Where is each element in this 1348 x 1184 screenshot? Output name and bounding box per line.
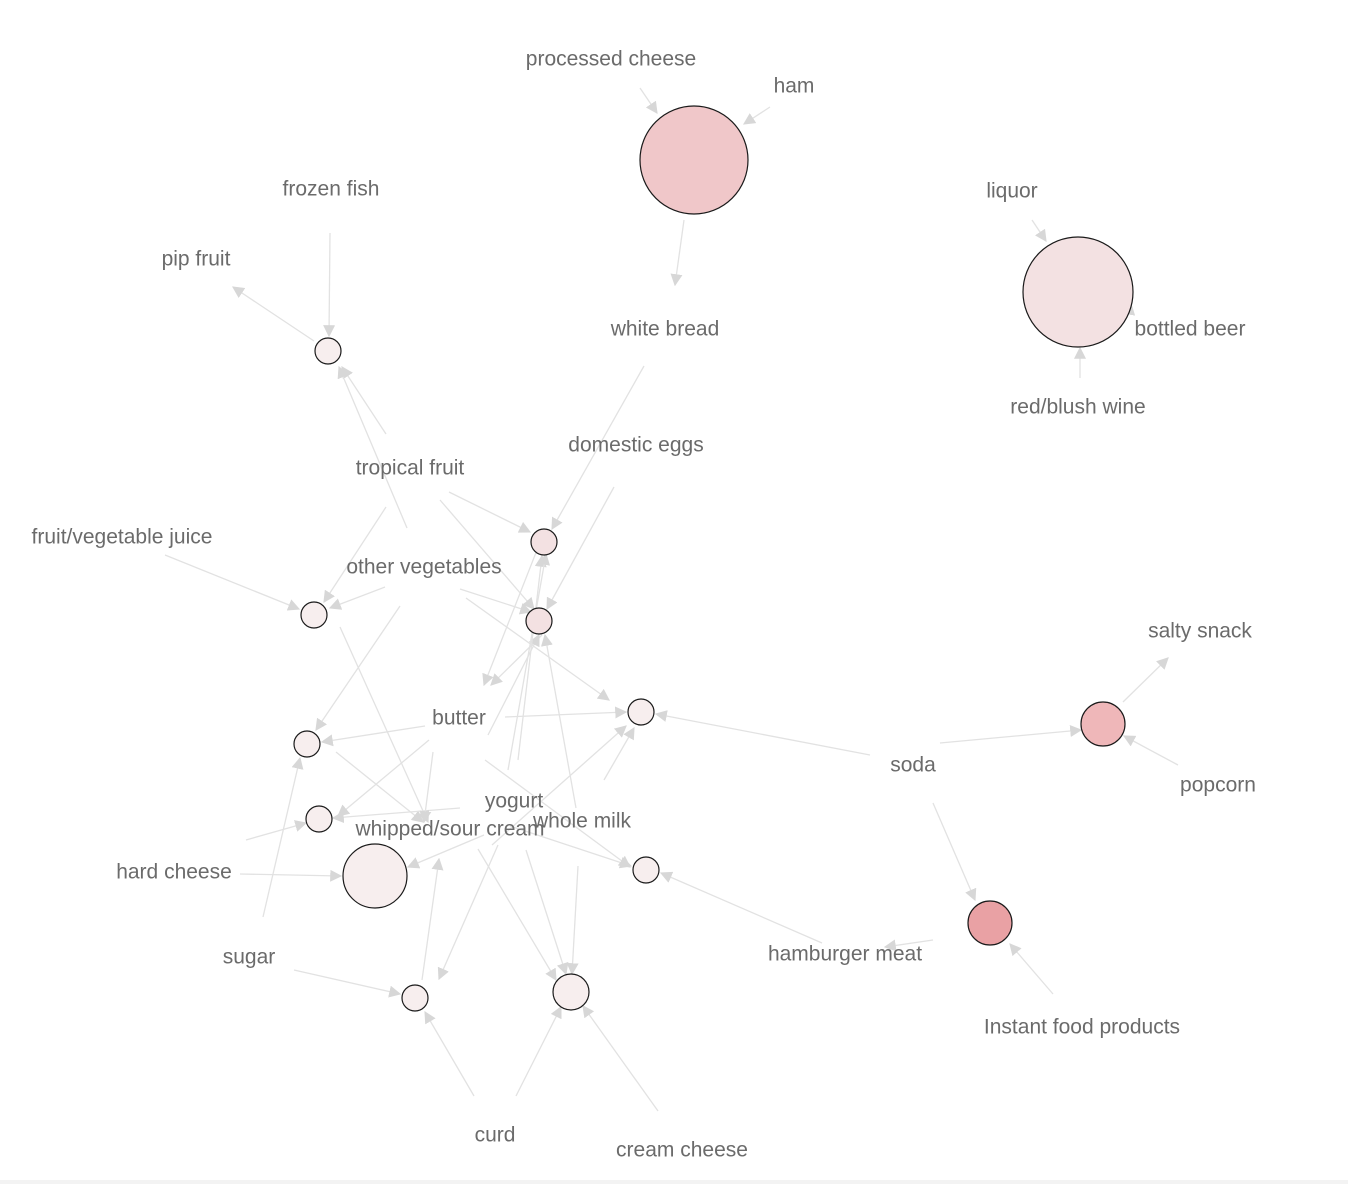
rule-node[interactable] — [342, 843, 408, 909]
rule-edge — [566, 865, 579, 976]
rule-edge — [1122, 657, 1169, 703]
rule-node[interactable] — [314, 337, 342, 365]
item-label-whipped-sour-cream: whipped/sour cream — [354, 818, 544, 841]
rule-edge — [509, 825, 633, 869]
item-label-fruit-vegetable-juice: fruit/vegetable juice — [32, 526, 213, 549]
item-label-bottled-beer: bottled beer — [1135, 318, 1246, 341]
labels-layer: processed cheese ham white bread liquor bott… — [32, 48, 1256, 1162]
rule-node[interactable] — [525, 607, 553, 635]
rule-edge — [323, 232, 336, 338]
rule-node[interactable] — [1080, 701, 1126, 747]
rule-edge — [439, 499, 535, 610]
rule-edge — [465, 597, 610, 701]
rule-edge — [551, 365, 645, 531]
rule-edge — [517, 554, 547, 761]
rule-edge — [1009, 943, 1054, 995]
rule-node[interactable] — [552, 973, 590, 1011]
rule-edge — [525, 849, 569, 976]
rule-edge — [421, 857, 444, 981]
rule-node[interactable] — [1022, 236, 1134, 348]
rule-edge — [1122, 735, 1179, 766]
item-label-liquor: liquor — [986, 180, 1037, 203]
rule-edge — [540, 633, 577, 809]
rule-edge — [477, 848, 557, 982]
rule-edge — [337, 739, 430, 817]
rule-edge — [232, 286, 315, 342]
rules-layer — [293, 105, 1134, 1012]
rule-edge — [603, 726, 635, 781]
rule-edge — [482, 549, 538, 687]
item-label-sugar: sugar — [223, 946, 276, 969]
rule-edge — [339, 626, 430, 824]
item-label-butter: butter — [432, 707, 486, 730]
rule-edge — [742, 106, 771, 125]
rule-node[interactable] — [627, 698, 655, 726]
item-label-yogurt: yogurt — [485, 790, 544, 813]
item-label-pip-fruit: pip fruit — [162, 248, 231, 271]
rule-node[interactable] — [530, 528, 558, 556]
rule-edge — [582, 1005, 659, 1112]
rule-edge — [484, 759, 631, 868]
rule-edge — [448, 491, 532, 533]
item-label-other-vegetables: other vegetables — [346, 556, 501, 579]
rule-edge — [1031, 219, 1047, 242]
rule-edge — [328, 586, 386, 610]
item-label-hard-cheese: hard cheese — [116, 861, 232, 884]
item-label-instant-food-products: Instant food products — [984, 1016, 1180, 1039]
rule-node[interactable] — [401, 984, 429, 1012]
rule-edge — [515, 1005, 562, 1097]
item-label-red-blush-wine: red/blush wine — [1010, 396, 1145, 419]
rule-edge — [293, 969, 402, 998]
rule-edge — [490, 634, 543, 686]
rule-edge — [323, 506, 387, 604]
item-label-salty-snack: salty snack — [1148, 620, 1252, 643]
rule-edge — [419, 751, 434, 824]
rule-node[interactable] — [300, 601, 328, 629]
item-label-frozen-fish: frozen fish — [283, 178, 380, 201]
item-label-white-bread: white bread — [610, 318, 720, 341]
rule-edge — [262, 756, 304, 918]
rule-node[interactable] — [305, 805, 333, 833]
rule-edge — [437, 844, 499, 981]
rule-edge — [341, 365, 387, 435]
item-label-whole-milk: whole milk — [532, 810, 632, 833]
rule-edge — [459, 588, 533, 615]
rule-edge — [639, 87, 658, 114]
rule-edge — [546, 486, 615, 611]
rule-edge — [504, 706, 628, 719]
rule-edge — [507, 552, 551, 771]
rule-edge — [406, 834, 485, 869]
rule-edge — [659, 871, 823, 944]
rule-edge — [239, 869, 343, 882]
rule-edge — [654, 710, 871, 756]
item-label-hamburger-meat: hamburger meat — [768, 943, 922, 966]
rule-edge — [670, 219, 685, 287]
rule-edge — [331, 807, 461, 824]
bottom-divider — [0, 1180, 1348, 1184]
rule-edge — [424, 1010, 475, 1097]
rule-edge — [939, 725, 1083, 744]
rule-edge — [164, 554, 301, 611]
rule-node[interactable] — [639, 105, 749, 215]
rule-edge — [883, 939, 934, 952]
rule-node[interactable] — [967, 900, 1013, 946]
rule-edge — [337, 365, 408, 529]
rule-edge — [932, 802, 977, 902]
rule-edge — [245, 820, 308, 841]
rule-node[interactable] — [293, 730, 321, 758]
item-label-popcorn: popcorn — [1180, 774, 1256, 797]
rule-edge — [491, 725, 627, 846]
item-label-ham: ham — [774, 75, 815, 98]
rule-edge — [320, 725, 426, 747]
item-label-processed-cheese: processed cheese — [526, 48, 696, 71]
item-label-soda: soda — [890, 754, 936, 777]
edges-layer — [164, 87, 1179, 1112]
item-label-tropical-fruit: tropical fruit — [356, 457, 465, 480]
item-label-curd: curd — [475, 1124, 516, 1147]
rule-edge — [335, 751, 424, 823]
item-label-domestic-eggs: domestic eggs — [568, 434, 703, 457]
rule-node[interactable] — [632, 856, 660, 884]
item-label-cream-cheese: cream cheese — [616, 1139, 748, 1162]
